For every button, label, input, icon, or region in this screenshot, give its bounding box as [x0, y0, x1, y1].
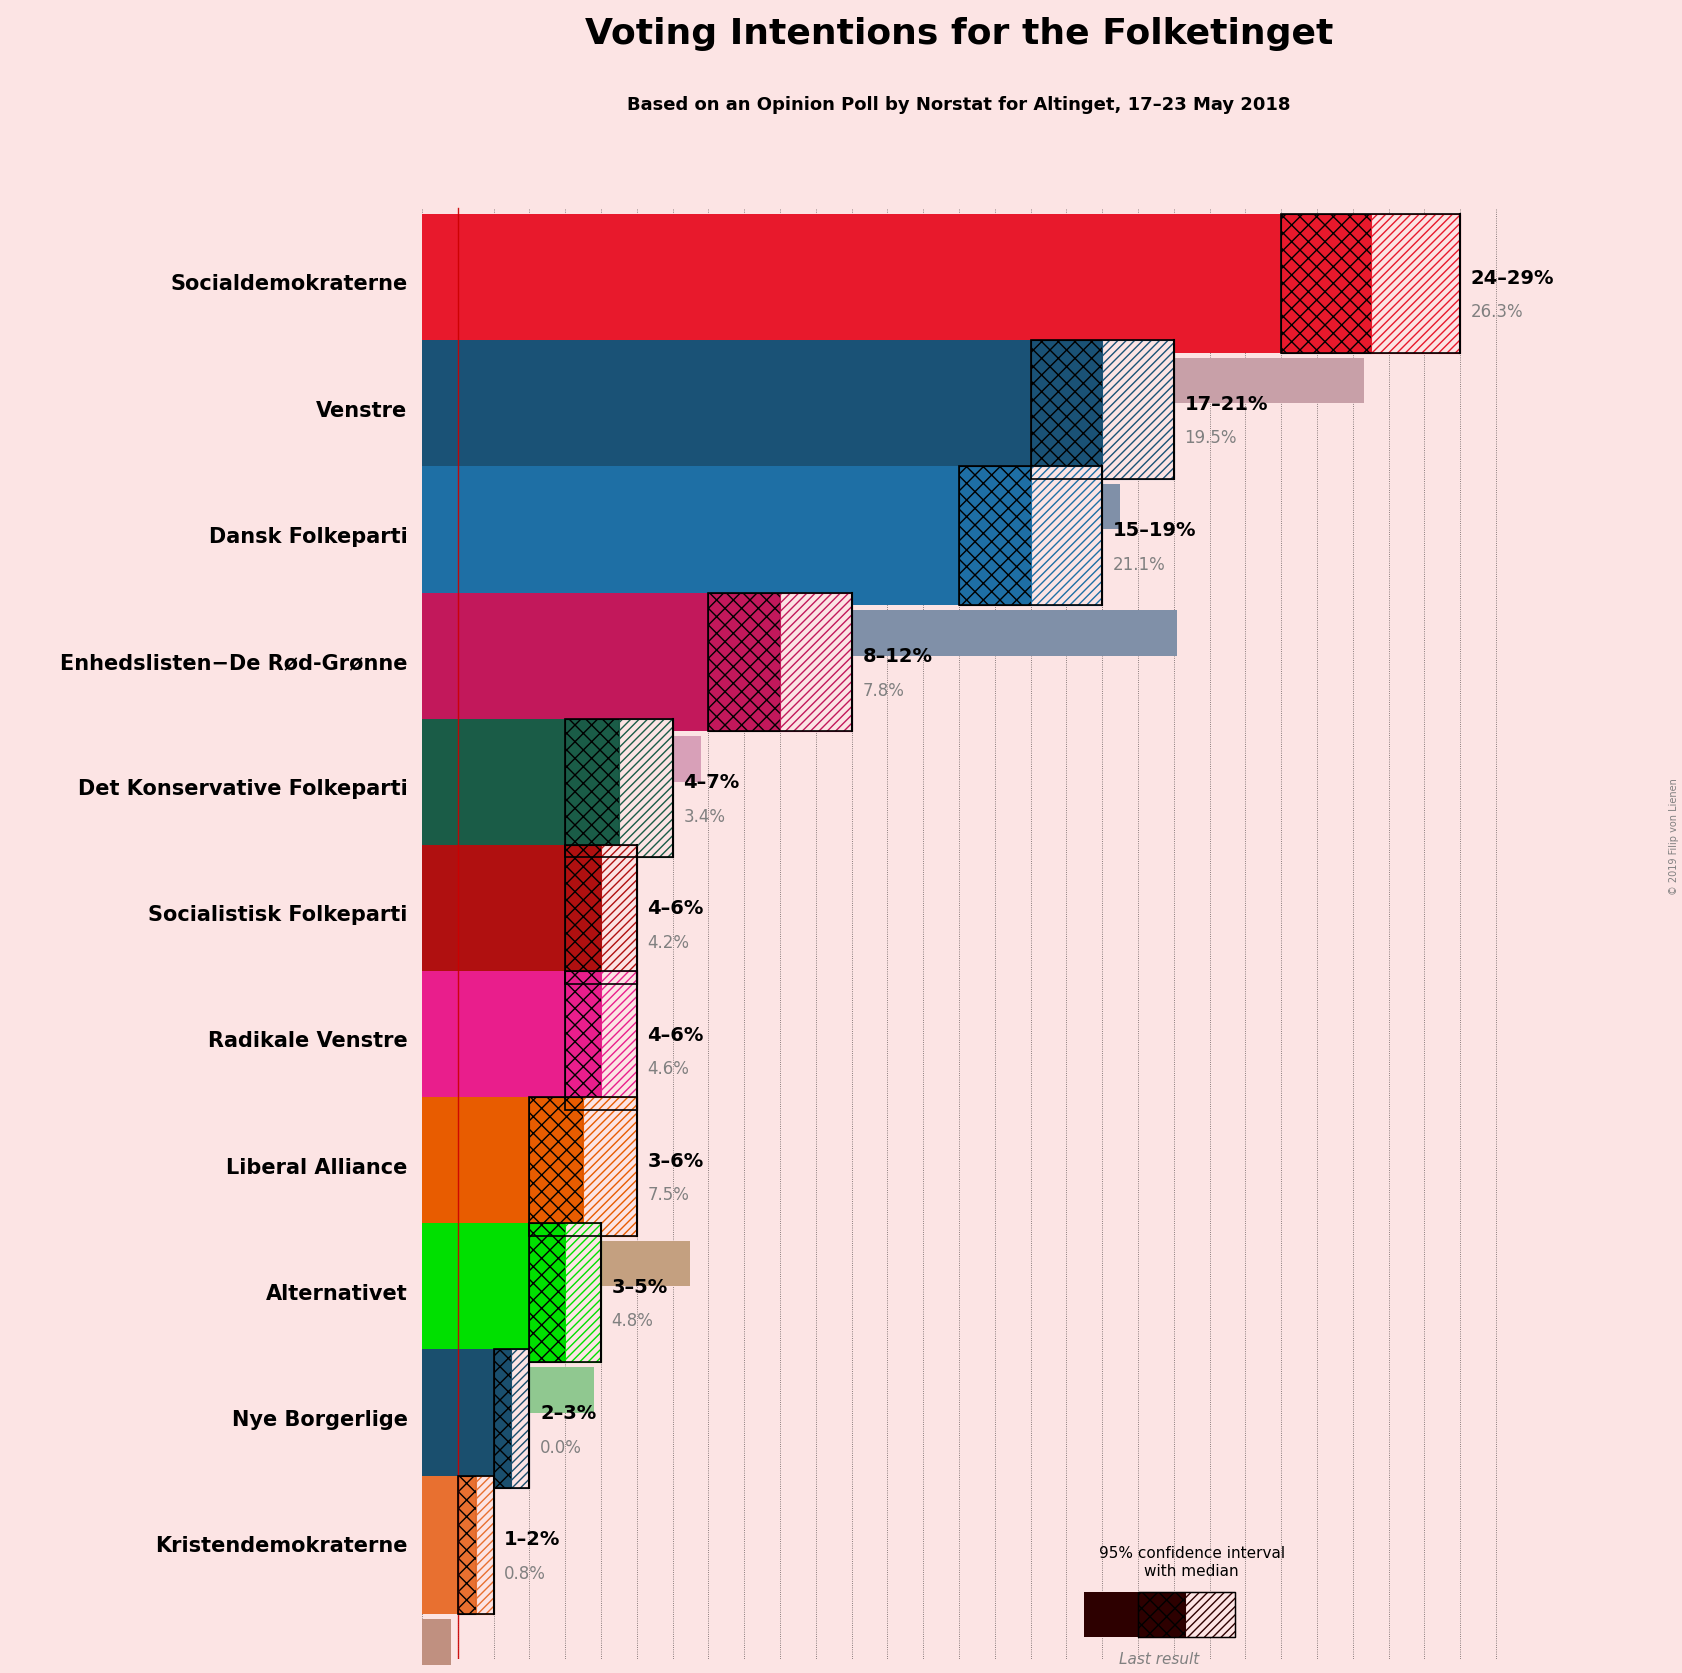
Text: 3–5%: 3–5%	[612, 1276, 668, 1297]
Text: 24–29%: 24–29%	[1472, 268, 1554, 288]
Bar	[493, 1350, 530, 1489]
Text: Liberal Alliance: Liberal Alliance	[225, 1156, 407, 1176]
Bar	[422, 1223, 530, 1362]
Bar	[584, 1097, 637, 1236]
Bar	[1282, 214, 1371, 353]
Text: 1–2%: 1–2%	[505, 1529, 560, 1548]
Text: Alternativet: Alternativet	[266, 1283, 407, 1303]
Bar	[422, 485, 1120, 530]
Text: 2–3%: 2–3%	[540, 1404, 597, 1422]
Text: Voting Intentions for the Folketinget: Voting Intentions for the Folketinget	[585, 17, 1334, 52]
Bar	[422, 989, 572, 1034]
Text: 3.4%: 3.4%	[683, 808, 725, 825]
Text: 95% confidence interval
with median: 95% confidence interval with median	[1098, 1546, 1285, 1578]
Text: 26.3%: 26.3%	[1472, 303, 1524, 321]
Bar	[530, 1097, 584, 1236]
Bar	[708, 594, 851, 731]
Text: 21.1%: 21.1%	[1113, 555, 1166, 574]
Text: 4–6%: 4–6%	[648, 1026, 703, 1044]
Bar	[780, 594, 851, 731]
Text: 3–6%: 3–6%	[648, 1151, 703, 1169]
Bar	[422, 1241, 690, 1287]
Text: 4.8%: 4.8%	[612, 1312, 654, 1330]
Bar	[959, 467, 1102, 606]
Bar	[619, 719, 673, 858]
Text: 0.0%: 0.0%	[540, 1437, 582, 1456]
Bar	[422, 467, 959, 606]
Bar	[1085, 1591, 1139, 1638]
Bar	[422, 1476, 458, 1614]
Text: Socialistisk Folkeparti: Socialistisk Folkeparti	[148, 905, 407, 925]
Bar	[565, 972, 637, 1111]
Bar	[422, 736, 701, 783]
Bar	[1139, 1591, 1235, 1638]
Bar	[1371, 214, 1460, 353]
Bar	[422, 1116, 587, 1161]
Bar	[422, 214, 1282, 353]
Text: Det Konservative Folkeparti: Det Konservative Folkeparti	[77, 778, 407, 798]
Bar	[565, 845, 637, 984]
Bar	[530, 1223, 600, 1362]
Bar	[422, 1619, 451, 1665]
Bar	[493, 1350, 511, 1489]
Text: 8–12%: 8–12%	[863, 647, 932, 666]
Bar	[959, 467, 1031, 606]
Text: 0.8%: 0.8%	[505, 1564, 547, 1583]
Bar	[565, 719, 673, 858]
Bar	[1139, 1591, 1184, 1638]
Bar	[565, 972, 600, 1111]
Bar	[708, 594, 780, 731]
Bar	[1031, 467, 1102, 606]
Bar	[565, 719, 619, 858]
Bar	[458, 1476, 493, 1614]
Text: 19.5%: 19.5%	[1184, 430, 1236, 447]
Text: Kristendemokraterne: Kristendemokraterne	[155, 1536, 407, 1556]
Bar	[422, 845, 565, 984]
Text: Dansk Folkeparti: Dansk Folkeparti	[209, 527, 407, 547]
Text: Nye Borgerlige: Nye Borgerlige	[232, 1409, 407, 1429]
Bar	[565, 845, 600, 984]
Text: 4–6%: 4–6%	[648, 898, 703, 918]
Text: 4.6%: 4.6%	[648, 1059, 690, 1077]
Text: Based on an Opinion Poll by Norstat for Altinget, 17–23 May 2018: Based on an Opinion Poll by Norstat for …	[627, 95, 1290, 114]
Text: 7.8%: 7.8%	[863, 681, 905, 699]
Text: 4.2%: 4.2%	[648, 934, 690, 952]
Text: Radikale Venstre: Radikale Venstre	[209, 1031, 407, 1051]
Bar	[422, 1367, 594, 1412]
Bar	[458, 1476, 476, 1614]
Text: 4–7%: 4–7%	[683, 773, 740, 791]
Bar	[422, 358, 1364, 405]
Text: Last result: Last result	[1119, 1651, 1199, 1666]
Bar	[530, 1223, 565, 1362]
Bar	[600, 845, 637, 984]
Bar	[530, 1097, 637, 1236]
Bar	[1031, 341, 1102, 480]
Text: 15–19%: 15–19%	[1113, 520, 1196, 540]
Bar	[422, 611, 1177, 656]
Text: 17–21%: 17–21%	[1184, 395, 1268, 413]
Bar	[600, 972, 637, 1111]
Bar	[1031, 341, 1174, 480]
Bar	[422, 1097, 530, 1236]
Text: © 2019 Filip von Lienen: © 2019 Filip von Lienen	[1669, 778, 1679, 895]
Bar	[422, 1350, 493, 1489]
Bar	[422, 594, 708, 731]
Bar	[422, 863, 543, 908]
Bar	[565, 1223, 600, 1362]
Bar	[511, 1350, 530, 1489]
Text: Venstre: Venstre	[316, 400, 407, 420]
Text: Socialdemokraterne: Socialdemokraterne	[170, 274, 407, 294]
Text: 7.5%: 7.5%	[648, 1186, 690, 1203]
Text: Enhedslisten−De Rød-Grønne: Enhedslisten−De Rød-Grønne	[61, 652, 407, 673]
Bar	[422, 972, 565, 1111]
Bar	[1184, 1591, 1235, 1638]
Bar	[422, 341, 1031, 480]
Bar	[1282, 214, 1460, 353]
Bar	[476, 1476, 493, 1614]
Bar	[422, 719, 565, 858]
Bar	[1102, 341, 1174, 480]
